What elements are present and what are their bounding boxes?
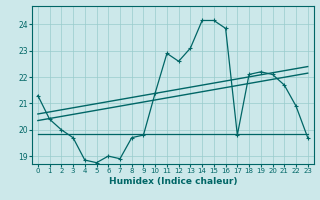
X-axis label: Humidex (Indice chaleur): Humidex (Indice chaleur): [108, 177, 237, 186]
